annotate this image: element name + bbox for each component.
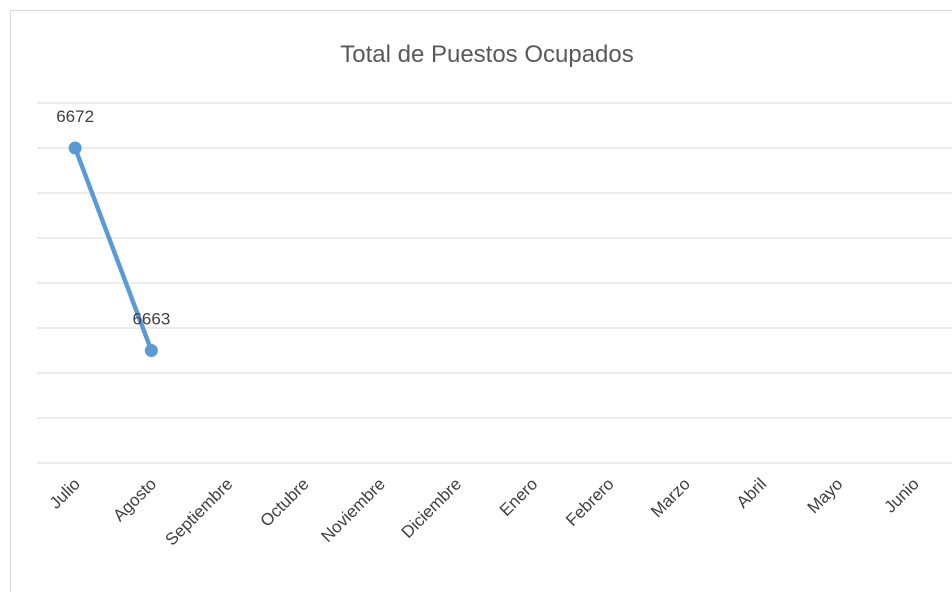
data-label: 6663	[132, 310, 170, 329]
series-line	[72, 145, 154, 353]
marker	[68, 141, 82, 155]
chart-frame	[10, 10, 952, 592]
data-label: 6672	[56, 107, 94, 126]
chart-title: Total de Puestos Ocupados	[340, 41, 634, 68]
marker	[144, 344, 158, 357]
